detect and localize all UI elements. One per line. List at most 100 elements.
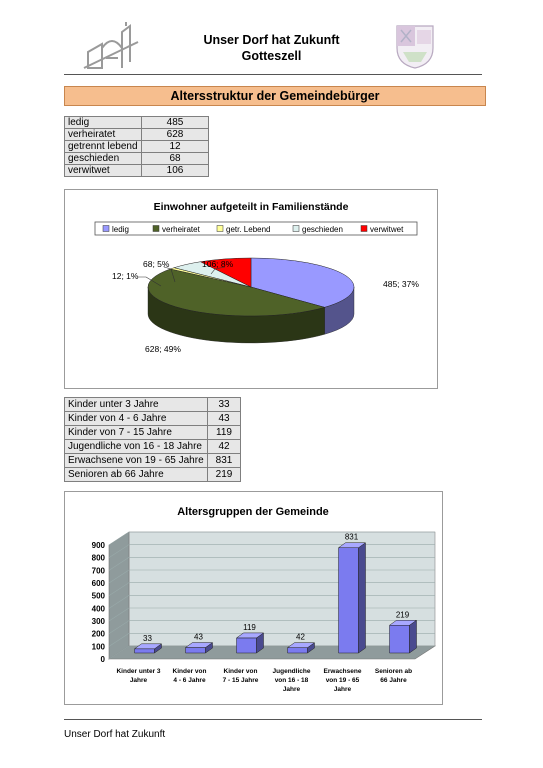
pie-slice-verwitwet xyxy=(199,257,252,288)
y-tick-label: 700 xyxy=(92,566,106,575)
bar-data-label: 119 xyxy=(243,623,256,632)
family-status-table: ledig 485 verheiratet 628 getrennt lebend 1… xyxy=(64,116,209,177)
row-value: 219 xyxy=(207,467,241,482)
gridline xyxy=(108,595,435,609)
header-title: Unser Dorf hat Zukunft xyxy=(203,33,340,47)
pie-data-label: 106; 8% xyxy=(202,259,234,269)
x-category-label: Jahre xyxy=(130,677,148,684)
row-value: 485 xyxy=(141,116,209,129)
row-value: 119 xyxy=(207,425,241,440)
x-category-label: von 16 - 18 xyxy=(275,677,309,684)
table-row: Senioren ab 66 Jahre 219 xyxy=(64,467,241,482)
pie-data-label: 628; 49% xyxy=(145,344,181,354)
x-category-label: 7 - 15 Jahre xyxy=(223,677,259,684)
table-row: Kinder von 7 - 15 Jahre 119 xyxy=(64,425,241,440)
x-category-label: von 19 - 65 xyxy=(326,677,360,684)
table-row: verwitwet 106 xyxy=(64,164,209,177)
gridline xyxy=(108,620,435,634)
row-value: 42 xyxy=(207,439,241,454)
row-label: Kinder von 7 - 15 Jahre xyxy=(64,425,208,440)
y-tick-label: 800 xyxy=(92,554,106,563)
y-tick-label: 300 xyxy=(92,617,106,626)
pie-data-label: 12; 1% xyxy=(112,271,139,281)
x-category-label: Jugendliche xyxy=(273,668,311,675)
row-label: verheiratet xyxy=(64,128,142,141)
pie-data-label: 68; 5% xyxy=(143,259,170,269)
bar-data-label: 42 xyxy=(296,633,305,642)
bar-top xyxy=(286,642,316,648)
x-category-label: Kinder unter 3 xyxy=(116,668,160,675)
leader-line xyxy=(163,266,176,283)
pie-data-label: 485; 37% xyxy=(383,279,419,289)
bar-side xyxy=(358,542,366,654)
legend-swatch xyxy=(102,225,110,232)
x-category-label: 4 - 6 Jahre xyxy=(173,677,206,684)
legend-swatch xyxy=(216,225,224,232)
table-row: Jugendliche von 16 - 18 Jahre 42 xyxy=(64,439,241,454)
gridline xyxy=(108,633,435,647)
x-category-label: Jahre xyxy=(283,686,301,693)
row-label: Jugendliche von 16 - 18 Jahre xyxy=(64,439,208,454)
legend-label: verheiratet xyxy=(162,225,201,234)
x-category-label: Kinder von xyxy=(173,668,207,675)
footer-divider xyxy=(64,719,482,720)
row-label: Erwachsene von 19 - 65 Jahre xyxy=(64,453,208,468)
table-row: Kinder von 4 - 6 Jahre 43 xyxy=(64,411,241,426)
row-label: Kinder von 4 - 6 Jahre xyxy=(64,411,208,426)
chart-legend xyxy=(94,221,418,236)
gridline xyxy=(108,569,435,584)
chart-title: Einwohner aufgeteilt in Familienstände xyxy=(154,201,349,213)
row-value: 106 xyxy=(141,164,209,177)
y-tick-label: 600 xyxy=(92,579,106,588)
row-value: 43 xyxy=(207,411,241,426)
leader-line xyxy=(210,266,226,275)
chart-title: Altersgruppen der Gemeinde xyxy=(177,506,329,518)
bar-top xyxy=(235,632,265,639)
row-label: Kinder unter 3 Jahre xyxy=(64,397,208,412)
legend-label: geschieden xyxy=(302,225,343,234)
row-label: verwitwet xyxy=(64,164,142,177)
legend-swatch xyxy=(292,225,300,232)
row-label: geschieden xyxy=(64,152,142,165)
pie-slice-verheiratet xyxy=(147,268,326,317)
bar xyxy=(185,647,206,654)
legend-label: verwitwet xyxy=(370,225,404,234)
y-tick-label: 500 xyxy=(92,592,106,601)
table-row: verheiratet 628 xyxy=(64,128,209,141)
bar-chart: Altersgruppen der Gemeinde 0 100 200 300 400 5… xyxy=(92,506,437,693)
bar-data-label: 219 xyxy=(396,610,410,619)
x-category-label: Erwachsene xyxy=(324,668,362,675)
bar xyxy=(134,648,155,654)
gridline xyxy=(108,544,435,558)
y-tick-label: 200 xyxy=(92,630,106,639)
gridline xyxy=(108,607,435,622)
gridline xyxy=(108,645,435,660)
age-group-table: Kinder unter 3 Jahre 33 Kinder von 4 - 6 … xyxy=(64,397,241,482)
y-tick-label: 0 xyxy=(101,655,106,664)
header-divider xyxy=(64,74,482,75)
row-value: 628 xyxy=(141,128,209,141)
legend-swatch xyxy=(360,225,368,232)
bar xyxy=(338,547,359,654)
leader-line xyxy=(138,276,162,287)
row-value: 68 xyxy=(141,152,209,165)
table-row: Kinder unter 3 Jahre 33 xyxy=(64,397,241,412)
row-value: 831 xyxy=(207,453,241,468)
x-category-label: Jahre xyxy=(334,686,352,693)
gridline xyxy=(108,557,435,571)
pie-chart: Einwohner aufgeteilt in Familienstände le… xyxy=(94,201,419,354)
gridline xyxy=(108,531,435,546)
table-row: geschieden 68 xyxy=(64,152,209,165)
bar-top xyxy=(388,620,418,626)
row-value: 33 xyxy=(207,397,241,412)
table-row: ledig 485 xyxy=(64,116,209,129)
pie-slice-ledig xyxy=(250,257,355,308)
row-value: 12 xyxy=(141,140,209,153)
section-title: Altersstruktur der Gemeindebürger xyxy=(64,86,486,106)
gridline xyxy=(108,582,435,596)
church-logo xyxy=(83,22,139,69)
pie-chart-panel: Einwohner aufgeteilt in Familienstände le… xyxy=(64,189,438,389)
legend-swatch xyxy=(152,225,160,232)
bar-top xyxy=(337,542,367,548)
table-row: Erwachsene von 19 - 65 Jahre 831 xyxy=(64,453,241,468)
